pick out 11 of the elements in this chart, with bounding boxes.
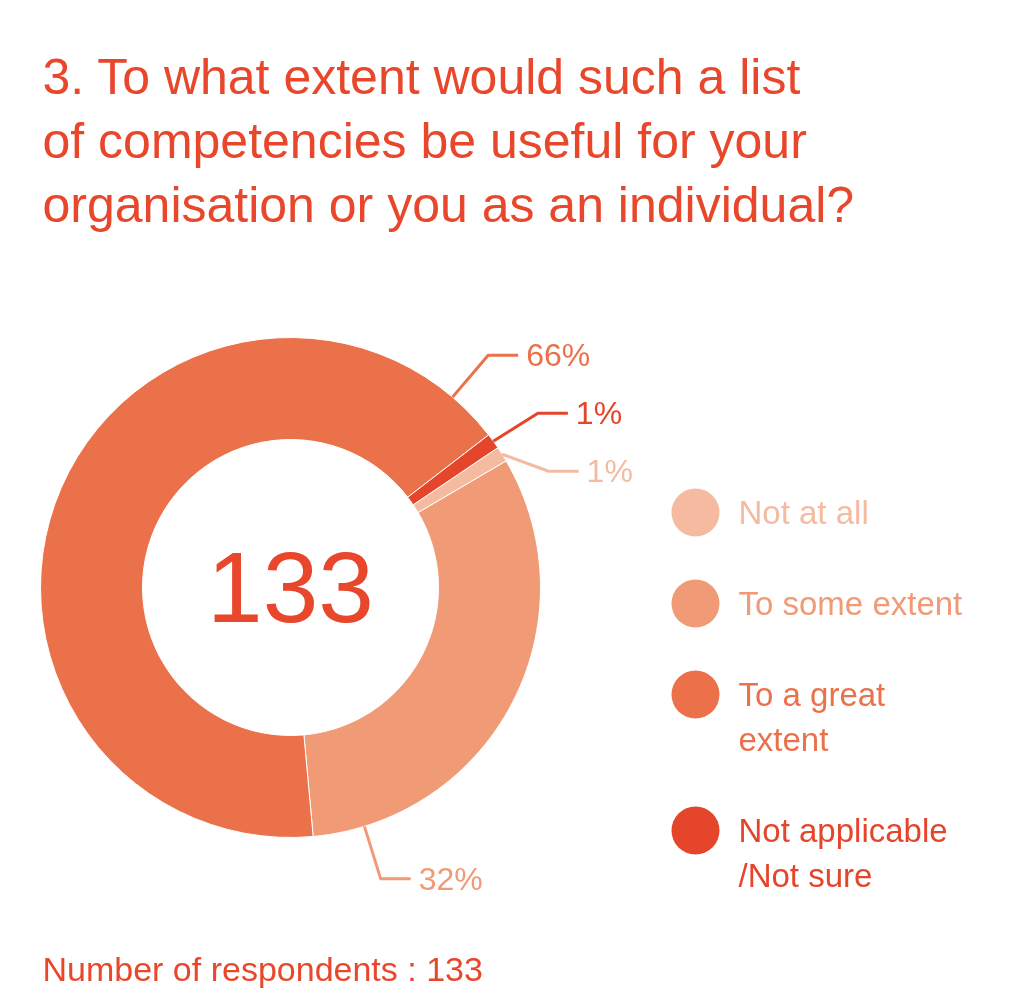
data-label: 1%: [575, 395, 623, 432]
legend-label: To some extent: [738, 585, 963, 622]
data-label: 1%: [586, 453, 633, 490]
legend-label: Not at all: [738, 494, 869, 531]
text: Number of respondents : 133: [42, 949, 483, 988]
chart-title: 3. To what extent would such a list of competencies be useful for your organisation or you as an individual?: [42, 48, 855, 233]
legend-label: To a great extent: [738, 676, 886, 758]
legend-label: Not applicable /Not sure: [738, 812, 948, 894]
data-label: 32%: [418, 860, 483, 897]
text: 133: [207, 531, 374, 643]
data-label: 66%: [526, 337, 591, 374]
